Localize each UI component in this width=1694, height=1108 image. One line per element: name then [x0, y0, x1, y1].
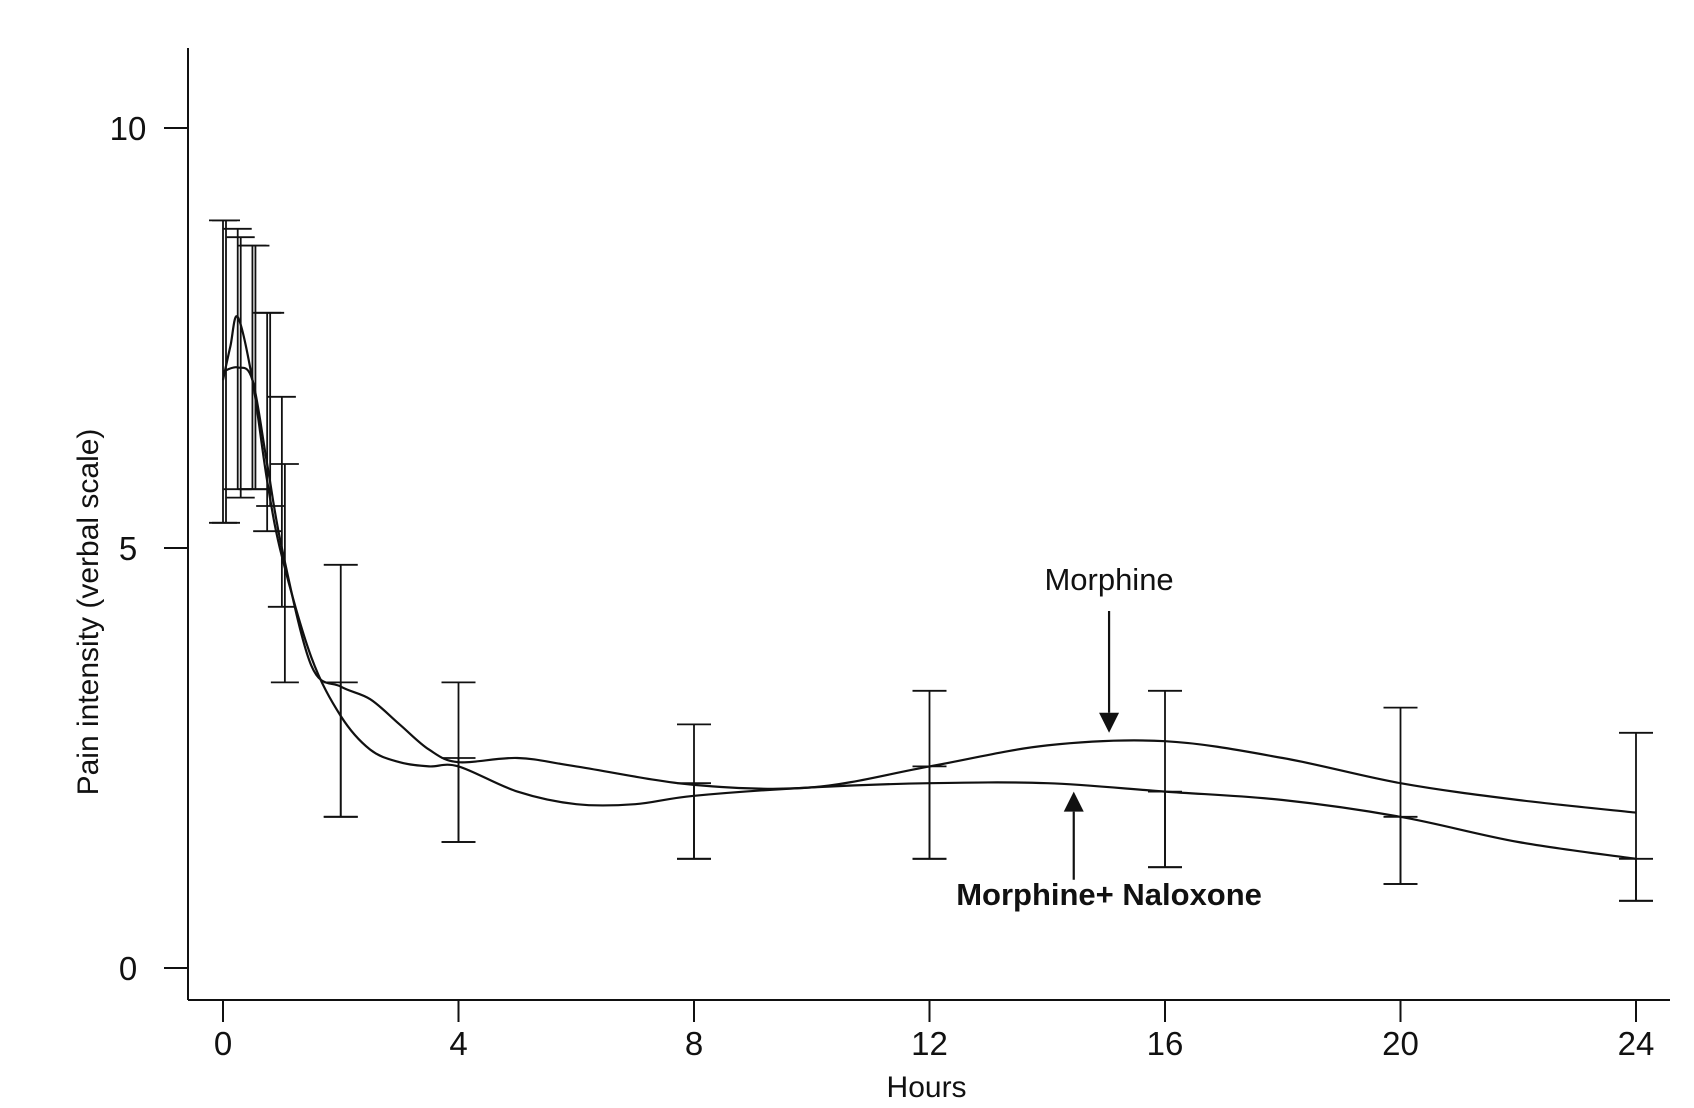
curves	[221, 315, 1637, 860]
axes: 0 5 10 0 4 8 12 16 20 24	[110, 48, 1670, 1062]
y-tick-label: 10	[110, 110, 147, 147]
x-tick-label: 8	[685, 1025, 703, 1062]
x-tick-label: 24	[1618, 1025, 1655, 1062]
x-tick-label: 16	[1147, 1025, 1184, 1062]
morphine-curve	[222, 366, 1637, 814]
x-tick-label: 0	[214, 1025, 232, 1062]
morphine-naloxone-label: Morphine+ Naloxone	[956, 877, 1262, 912]
x-tick-label: 12	[911, 1025, 948, 1062]
y-tick-label: 0	[119, 950, 137, 987]
x-tick-label: 20	[1382, 1025, 1419, 1062]
x-tick-label: 4	[449, 1025, 467, 1062]
morphine-label: Morphine	[1044, 562, 1173, 597]
error-bars	[209, 219, 1653, 902]
annotation-arrow-head	[1099, 712, 1120, 733]
y-axis-title: Pain intensity (verbal scale)	[72, 429, 105, 796]
annotation-arrow-head	[1063, 791, 1084, 812]
x-axis-title: Hours	[887, 1071, 967, 1104]
morphine-naloxone-curve	[221, 315, 1637, 860]
y-tick-label: 5	[119, 530, 137, 567]
annotations: Morphine Morphine+ Naloxone	[956, 562, 1262, 912]
